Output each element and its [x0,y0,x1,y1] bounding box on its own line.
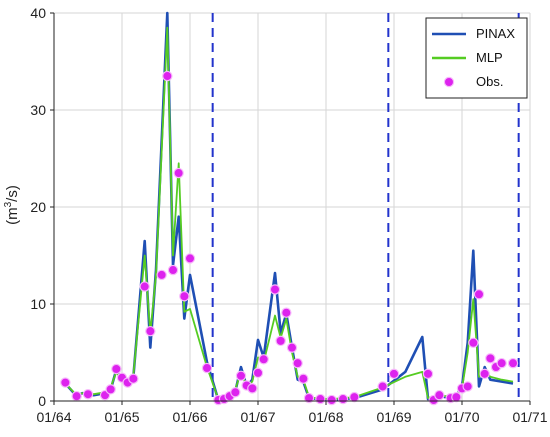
obs-point [128,373,139,384]
obs-point [139,281,150,292]
y-tick-label: 30 [30,102,46,118]
obs-point [252,367,264,379]
y-tick-label: 0 [38,393,46,409]
x-tick-label: 01/71 [512,409,547,425]
x-tick-label: 01/70 [444,409,479,425]
obs-point [184,253,196,264]
obs-point [269,284,281,295]
x-tick-label: 01/64 [36,409,71,425]
obs-point [326,394,337,406]
y-tick-labels: 0 10 20 30 40 [30,5,54,409]
legend-swatch-obs [443,76,455,88]
obs-point [292,357,303,369]
y-tick-label: 40 [30,5,46,21]
obs-point [60,377,71,388]
y-tick-label: 20 [30,199,46,215]
obs-point [281,307,292,318]
x-tick-label: 01/66 [172,409,207,425]
obs-point [235,370,247,381]
obs-point [258,354,269,365]
obs-point [485,353,496,364]
x-tick-labels: 01/64 01/65 01/66 01/67 01/68 01/69 01/70 01/71 [36,401,548,425]
obs-point [377,381,388,392]
obs-point [71,390,82,402]
obs-point [303,392,315,404]
obs-point [156,269,167,281]
obs-point [247,383,258,394]
legend-label: Obs. [476,74,503,89]
obs-point [349,391,360,403]
observations-layer [60,70,519,406]
x-tick-label: 01/69 [376,409,411,425]
obs-point [468,337,479,348]
obs-point [105,384,116,395]
obs-point [462,381,473,392]
obs-point [337,393,349,405]
obs-point [473,289,485,300]
obs-point [111,363,122,375]
x-tick-label: 01/67 [240,409,275,425]
obs-point [201,362,213,374]
x-tick-label: 01/65 [104,409,139,425]
obs-point [82,389,94,400]
legend: PINAX MLP Obs. [425,17,528,99]
obs-point [496,357,507,369]
y-axis-label: (m3/s) [3,185,21,225]
legend-label: MLP [476,50,503,65]
legend-label: PINAX [476,26,515,41]
obs-point [286,342,298,353]
obs-point [179,291,190,302]
obs-point [422,368,434,380]
obs-point [451,391,462,403]
obs-point [315,393,326,405]
obs-point [507,357,519,369]
obs-point [275,335,286,347]
grid [53,12,531,402]
obs-point [230,387,241,398]
obs-point [388,368,400,380]
obs-point [173,167,184,179]
obs-point [479,368,490,380]
obs-point [162,70,173,82]
obs-point [434,389,445,401]
obs-point [145,325,156,337]
y-tick-label: 10 [30,296,46,312]
x-tick-label: 01/68 [308,409,343,425]
obs-point [298,373,309,384]
obs-point [167,264,179,276]
